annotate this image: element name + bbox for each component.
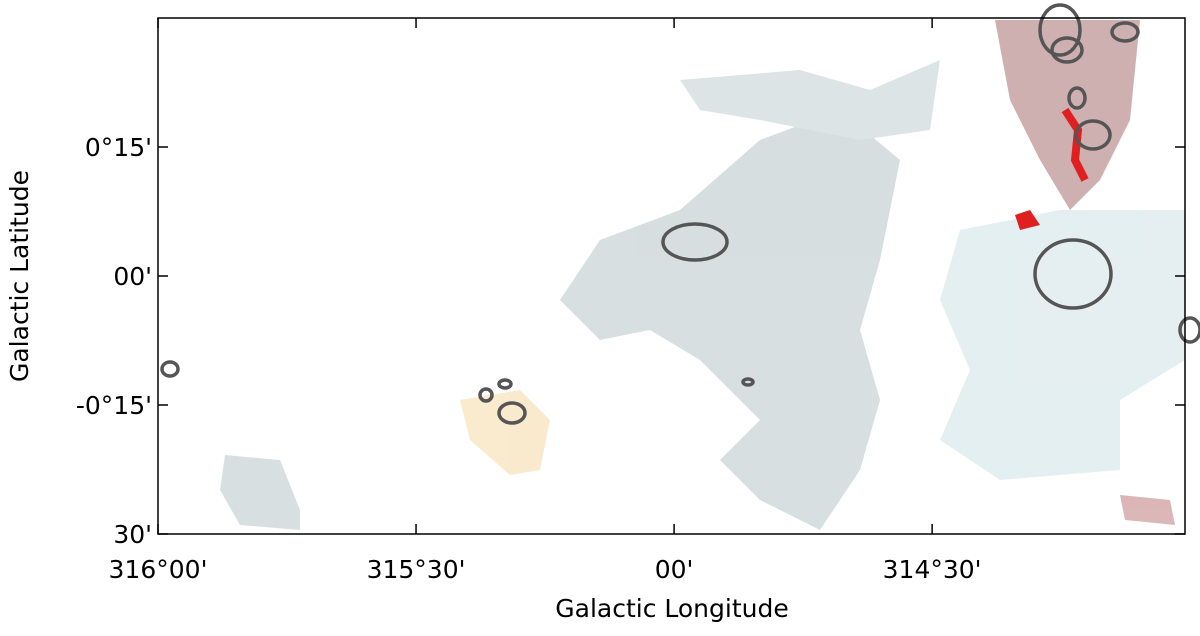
source-ellipse <box>1038 3 1082 57</box>
x-tick-label: 315°30' <box>367 555 466 584</box>
source-ellipse <box>1074 119 1112 151</box>
y-tick-label: -0°15' <box>76 391 152 420</box>
x-tick-label: 314°30' <box>883 555 982 584</box>
source-ellipse <box>741 377 755 387</box>
source-ellipse <box>497 378 513 390</box>
emission-region <box>560 110 900 530</box>
emission-region <box>680 60 940 140</box>
y-tick-label: 00' <box>113 262 152 291</box>
source-ellipse <box>478 387 494 403</box>
source-ellipse <box>1033 238 1113 310</box>
source-ellipse <box>160 360 180 378</box>
emission-peak <box>1015 210 1040 230</box>
source-ellipse <box>1050 36 1084 64</box>
emission-region <box>460 390 550 475</box>
source-ellipse <box>1110 21 1140 43</box>
x-tick-label: 316°00' <box>109 555 208 584</box>
emission-region <box>940 210 1185 480</box>
emission-peak <box>1061 107 1089 182</box>
source-ellipse <box>661 222 729 262</box>
emission-map <box>220 20 1185 530</box>
emission-region <box>1120 495 1175 525</box>
x-axis-label: Galactic Longitude <box>555 594 788 623</box>
source-ellipses <box>160 3 1200 425</box>
source-ellipse <box>497 401 527 425</box>
y-tick-label: 30' <box>113 520 152 549</box>
x-tick-label: 00' <box>655 555 694 584</box>
source-ellipse <box>1178 316 1200 344</box>
source-ellipse <box>1067 86 1087 110</box>
y-axis-label: Galactic Latitude <box>5 170 34 382</box>
y-tick-label: 0°15' <box>85 133 152 162</box>
emission-region <box>220 455 300 530</box>
